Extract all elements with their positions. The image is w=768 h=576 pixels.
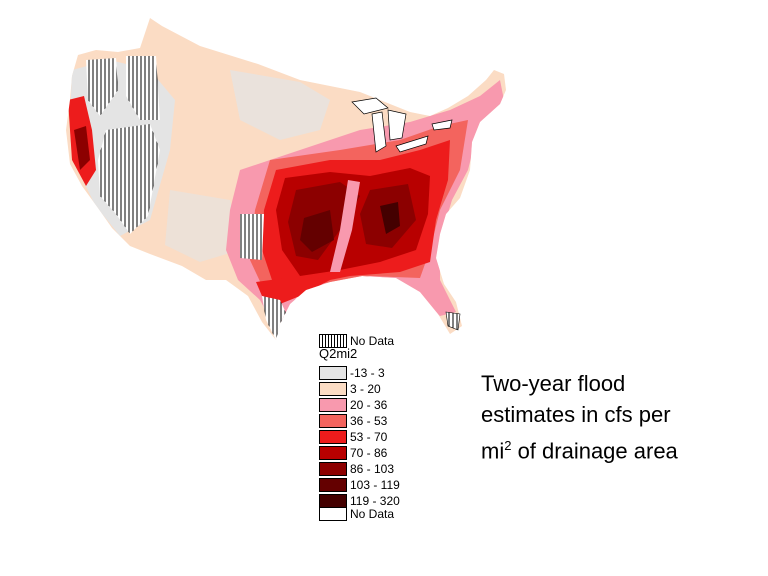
legend-class-row: 119 - 320 — [319, 493, 400, 509]
legend-nodata-bottom: No Data — [319, 506, 394, 522]
caption-line-3: mi2 of drainage area — [481, 430, 751, 466]
legend-title: Q2mi2 — [319, 346, 358, 361]
nodata-texas — [240, 214, 264, 260]
nodata-oregon — [86, 58, 118, 116]
legend-class-row: 86 - 103 — [319, 461, 394, 477]
region-class-8 — [300, 210, 334, 252]
legend-swatch — [319, 446, 347, 460]
legend-class-row: 36 - 53 — [319, 413, 387, 429]
region-gulf-coast — [256, 276, 330, 304]
map-caption: Two-year flood estimates in cfs per mi2 … — [481, 368, 751, 466]
legend-swatch — [319, 478, 347, 492]
legend-swatch — [319, 430, 347, 444]
lake-michigan — [371, 111, 387, 153]
legend-nodata-top: No Data — [319, 333, 394, 349]
legend-class-row: 103 - 119 — [319, 477, 400, 493]
lake-superior — [351, 97, 389, 115]
legend-class-row: 20 - 36 — [319, 397, 387, 413]
legend-class-label: 103 - 119 — [350, 478, 400, 492]
legend-class-label: 36 - 53 — [350, 414, 388, 428]
legend-class-label: -13 - 3 — [350, 366, 385, 380]
legend-class-label: 3 - 20 — [350, 382, 381, 396]
caption-line-2: estimates in cfs per — [481, 402, 671, 427]
legend-class-label: 70 - 86 — [350, 446, 388, 460]
lake-erie — [395, 135, 429, 153]
legend-swatch — [319, 366, 347, 380]
legend-class-label: 86 - 103 — [350, 462, 395, 476]
region-river-band — [330, 180, 360, 272]
legend-swatch — [319, 414, 347, 428]
legend-swatch-nodata-hatch — [319, 334, 347, 348]
legend-swatch — [319, 398, 347, 412]
nodata-idaho — [126, 56, 160, 120]
region-class-1-southwest — [165, 190, 240, 262]
region-pacific-coast-dark — [74, 126, 90, 170]
legend-class-row: -13 - 3 — [319, 365, 385, 381]
legend-class-row: 3 - 20 — [319, 381, 381, 397]
legend-swatch-nodata — [319, 507, 347, 521]
caption-line-3-rest: of drainage area — [511, 438, 678, 464]
legend-label: No Data — [350, 334, 395, 348]
caption-unit: mi — [481, 438, 505, 464]
legend-class-label: 53 - 70 — [350, 430, 388, 444]
legend-class-label: 20 - 36 — [350, 398, 388, 412]
lake-ontario — [431, 119, 453, 131]
legend-class-label: 119 - 320 — [350, 494, 400, 508]
legend-swatch — [319, 382, 347, 396]
caption-superscript: 2 — [504, 438, 512, 453]
legend-swatch — [319, 462, 347, 476]
region-class-1-plains — [230, 70, 330, 140]
lake-huron — [387, 109, 407, 141]
caption-line-1: Two-year flood — [481, 371, 626, 396]
region-class-9 — [380, 202, 400, 234]
legend-label: No Data — [350, 507, 395, 521]
legend-class-row: 53 - 70 — [319, 429, 387, 445]
nodata-florida — [445, 311, 461, 331]
nodata-nevada — [98, 124, 160, 234]
legend-class-row: 70 - 86 — [319, 445, 387, 461]
